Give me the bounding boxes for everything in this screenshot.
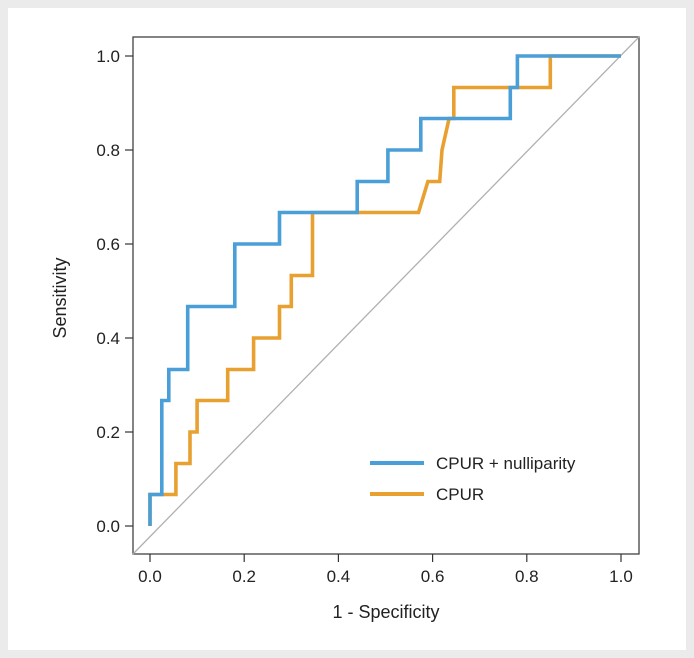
y-tick-label: 0.8 [96, 141, 120, 160]
legend-label-cpur-nulliparity: CPUR + nulliparity [436, 454, 576, 473]
x-tick-label: 0.8 [515, 567, 539, 586]
legend: CPUR + nulliparity CPUR [370, 454, 576, 504]
x-axis-title: 1 - Specificity [332, 602, 439, 622]
y-tick-label: 0.4 [96, 329, 120, 348]
x-tick-label: 0.0 [138, 567, 162, 586]
y-tick-label: 0.0 [96, 517, 120, 536]
y-tick-label: 1.0 [96, 47, 120, 66]
x-tick-label: 1.0 [609, 567, 633, 586]
y-axis-title: Sensitivity [50, 257, 70, 338]
legend-label-cpur: CPUR [436, 485, 484, 504]
x-tick-label: 0.6 [421, 567, 445, 586]
y-tick-label: 0.2 [96, 423, 120, 442]
x-tick-label: 0.4 [327, 567, 351, 586]
series-line-cpur-nulliparity [148, 54, 621, 526]
roc-chart: 0.0 0.2 0.4 0.6 0.8 1.0 0.0 0.2 0.4 0.6 0.8 1.0 1 … [50, 36, 640, 622]
chart-card: 0.0 0.2 0.4 0.6 0.8 1.0 0.0 0.2 0.4 0.6 0.8 1.0 1 … [8, 8, 686, 650]
reference-diagonal [132, 36, 640, 555]
plot-frame [132, 36, 640, 555]
y-tick-label: 0.6 [96, 235, 120, 254]
x-tick-label: 0.2 [232, 567, 256, 586]
